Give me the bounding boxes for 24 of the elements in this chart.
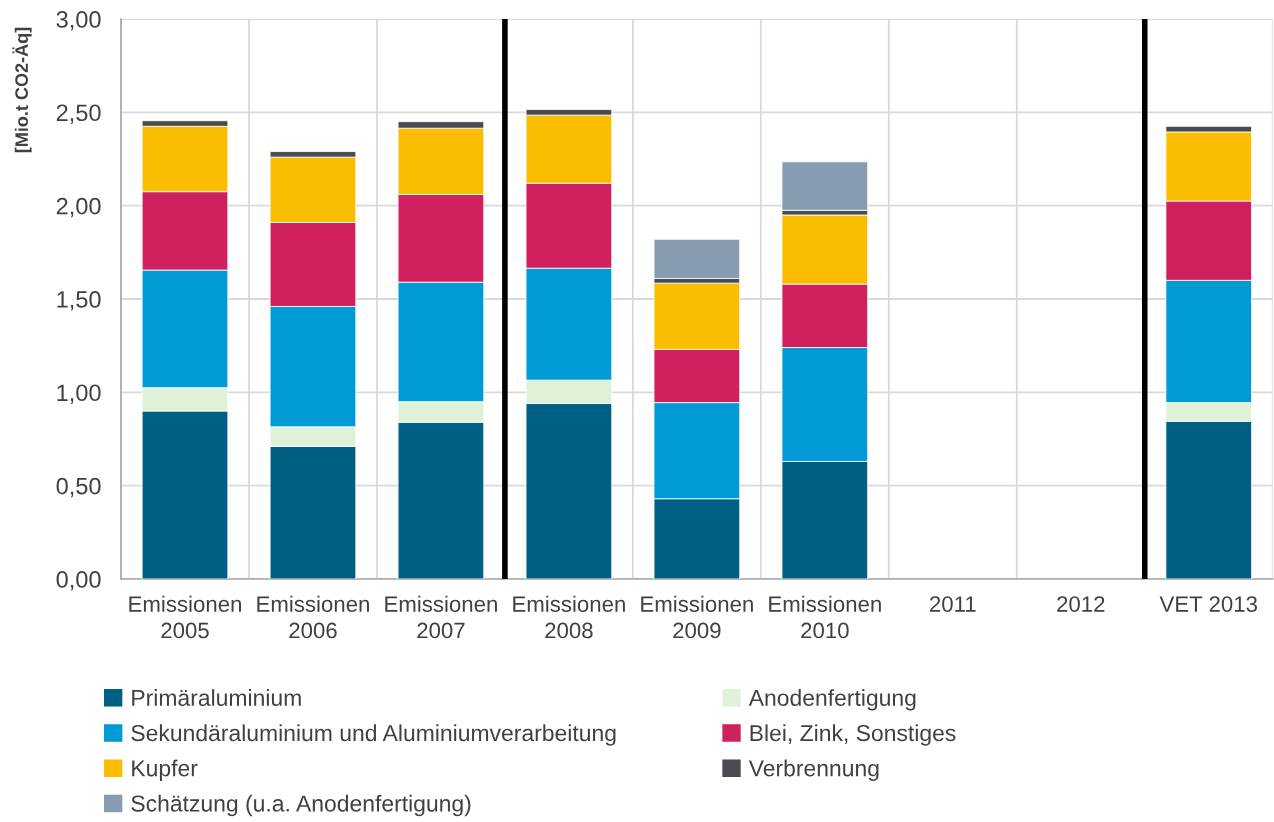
x-tick-label: Emissionen 2006 [257, 595, 369, 639]
x-tick-label: Emissionen 2009 [641, 595, 753, 639]
y-tick-label: 2,50 [56, 104, 101, 124]
y-tick-label: 0,50 [56, 477, 101, 498]
legend-label: Blei, Zink, Sonstiges [750, 724, 956, 746]
legend-label: Kupfer [132, 759, 198, 781]
legend-label: Sekundäraluminium und Aluminiumverarbeitung [131, 724, 616, 746]
y-axis-title: [Mio.t CO2-Äq] [12, 27, 32, 153]
x-tick-label: VET 2013 [1159, 596, 1257, 612]
legend-label: Verbrennung [748, 759, 879, 781]
y-tick-label: 1,00 [57, 384, 101, 404]
x-tick-label: 2012 [1057, 596, 1105, 612]
legend-label: Schätzung (u.a. Anodenfertigung) [131, 794, 471, 817]
x-tick-label: 2011 [930, 596, 976, 612]
x-tick-label: Emissionen 2007 [385, 595, 497, 639]
legend-label: Anodenfertigung [748, 689, 916, 711]
y-tick-label: 0,00 [56, 571, 101, 591]
y-tick-label: 1,50 [57, 291, 101, 311]
x-tick-label: Emissionen 2010 [769, 595, 881, 639]
y-tick-label: 2,00 [56, 197, 101, 218]
x-tick-label: Emissionen 2005 [129, 595, 241, 639]
legend-label: Primäraluminium [132, 689, 301, 706]
y-tick-label: 3,00 [56, 11, 101, 31]
x-tick-label: Emissionen 2008 [513, 595, 625, 639]
